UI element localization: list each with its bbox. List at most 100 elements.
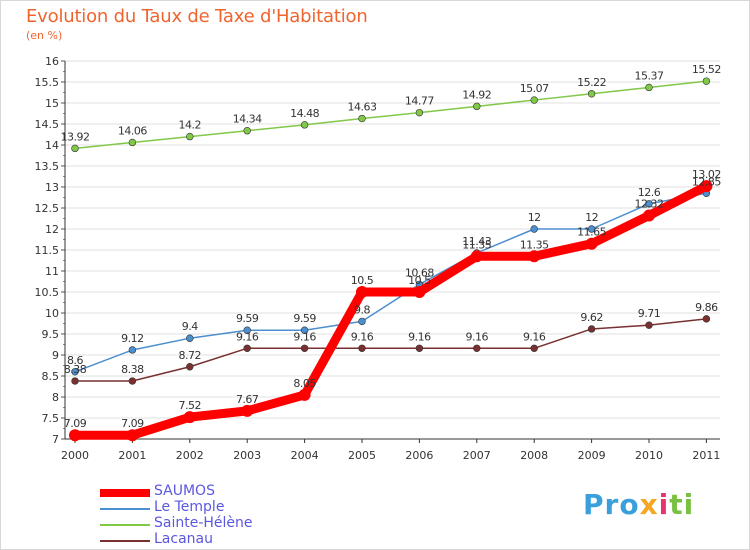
logo-part-ti: ti bbox=[669, 488, 695, 521]
data-point bbox=[358, 114, 366, 123]
y-tick-label: 13.5 bbox=[35, 160, 60, 173]
logo-part-x: x bbox=[639, 488, 659, 521]
data-point bbox=[298, 388, 311, 401]
legend-label: Le Temple bbox=[154, 499, 225, 515]
data-point bbox=[358, 344, 366, 352]
data-point bbox=[702, 77, 711, 85]
data-label: 9.71 bbox=[638, 307, 661, 320]
data-point bbox=[645, 200, 653, 208]
data-point bbox=[528, 250, 541, 263]
data-point bbox=[587, 90, 596, 98]
data-label: 9.59 bbox=[293, 312, 316, 325]
logo-part-i: i bbox=[658, 488, 670, 521]
y-tick-label: 16 bbox=[45, 55, 59, 68]
data-label: 9.4 bbox=[182, 320, 198, 333]
data-label: 15.22 bbox=[577, 76, 606, 89]
data-point bbox=[585, 237, 598, 250]
data-label: 8.72 bbox=[179, 349, 202, 362]
data-point bbox=[128, 377, 137, 385]
legend-label: SAUMOS bbox=[154, 483, 215, 499]
data-point bbox=[470, 250, 483, 263]
data-label: 12 bbox=[528, 211, 541, 224]
y-tick-label: 10 bbox=[45, 307, 59, 320]
data-label: 13.02 bbox=[692, 168, 721, 181]
data-label: 14.06 bbox=[118, 124, 147, 137]
chart-subtitle: (en %) bbox=[26, 29, 63, 42]
data-label: 9.86 bbox=[695, 301, 718, 314]
y-tick-label: 7 bbox=[52, 433, 59, 446]
data-point bbox=[587, 325, 596, 333]
legend-swatch bbox=[100, 540, 150, 542]
data-point bbox=[71, 368, 79, 376]
chart-title: Evolution du Taux de Taxe d'Habitation bbox=[26, 6, 368, 27]
data-label: 9.62 bbox=[580, 311, 603, 324]
x-tick-label: 2001 bbox=[118, 449, 146, 462]
data-label: 14.2 bbox=[179, 119, 202, 132]
legend-swatch bbox=[100, 524, 150, 526]
x-tick-label: 2005 bbox=[348, 449, 376, 462]
data-point bbox=[587, 225, 596, 233]
data-label: 10.68 bbox=[405, 266, 434, 279]
data-label: 9.12 bbox=[121, 332, 144, 345]
y-tick-label: 10.5 bbox=[35, 286, 60, 299]
data-label: 9.16 bbox=[408, 330, 431, 343]
data-label: 12.6 bbox=[638, 186, 661, 199]
series-line bbox=[74, 192, 708, 373]
data-label: 9.16 bbox=[293, 330, 316, 343]
y-tick-label: 15.5 bbox=[35, 76, 60, 89]
data-label: 14.77 bbox=[405, 95, 434, 108]
data-label: 9.16 bbox=[351, 330, 374, 343]
data-point bbox=[186, 334, 194, 342]
x-tick-label: 2003 bbox=[233, 449, 261, 462]
data-point bbox=[702, 315, 711, 323]
data-point bbox=[643, 209, 655, 222]
data-label: 11.65 bbox=[577, 226, 606, 239]
data-point bbox=[473, 102, 481, 111]
series-line bbox=[74, 80, 708, 150]
data-label: 10.5 bbox=[351, 274, 374, 287]
y-tick-label: 14.5 bbox=[35, 118, 60, 131]
data-point bbox=[183, 411, 196, 424]
x-tick-label: 2002 bbox=[176, 449, 204, 462]
data-label: 15.37 bbox=[635, 69, 664, 82]
data-point bbox=[71, 144, 79, 153]
data-label: 7.52 bbox=[179, 399, 202, 412]
legend-label: Lacanau bbox=[154, 531, 213, 547]
data-point bbox=[300, 326, 309, 334]
data-point bbox=[300, 344, 309, 352]
x-tick-label: 2011 bbox=[692, 449, 720, 462]
data-label: 14.48 bbox=[290, 107, 319, 120]
y-tick-label: 9 bbox=[52, 349, 59, 362]
data-point bbox=[415, 108, 424, 117]
data-point bbox=[356, 286, 368, 298]
x-tick-label: 2008 bbox=[520, 449, 548, 462]
y-tick-label: 8.5 bbox=[42, 370, 60, 383]
data-point bbox=[300, 121, 309, 129]
y-tick-label: 15 bbox=[45, 97, 59, 110]
x-tick-label: 2000 bbox=[61, 449, 89, 462]
data-label: 12.85 bbox=[692, 175, 721, 188]
data-point bbox=[243, 344, 251, 352]
data-label: 10.5 bbox=[408, 274, 431, 287]
data-point bbox=[358, 317, 366, 326]
data-point bbox=[128, 138, 137, 147]
data-label: 9.59 bbox=[236, 312, 259, 325]
data-label: 9.16 bbox=[236, 330, 259, 343]
data-point bbox=[700, 180, 713, 193]
data-point bbox=[530, 344, 538, 352]
y-tick-label: 12 bbox=[45, 223, 59, 236]
y-tick-label: 7.5 bbox=[42, 412, 60, 425]
y-tick-label: 11 bbox=[45, 265, 59, 278]
data-label: 15.07 bbox=[520, 82, 549, 95]
series-line bbox=[70, 181, 711, 440]
data-point bbox=[415, 344, 424, 352]
data-label: 15.52 bbox=[692, 63, 721, 76]
x-tick-label: 2004 bbox=[291, 449, 319, 462]
data-label: 12 bbox=[585, 211, 598, 224]
data-label: 11.35 bbox=[520, 238, 549, 251]
y-tick-label: 14 bbox=[45, 139, 59, 152]
data-label: 14.63 bbox=[348, 101, 377, 114]
legend-swatch bbox=[100, 489, 150, 497]
data-point bbox=[69, 429, 81, 442]
